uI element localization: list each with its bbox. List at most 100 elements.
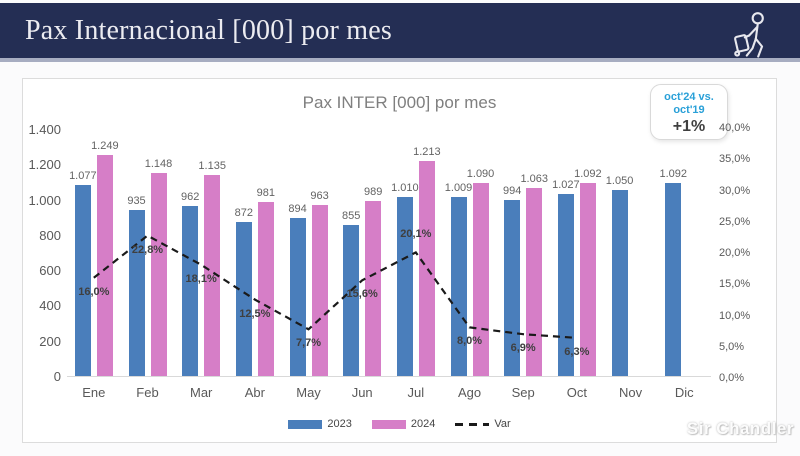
bar-slot: 1.092 (574, 129, 602, 376)
bar-slot: 1.050 (606, 129, 633, 376)
bar-2024-feb (150, 173, 167, 376)
y-axis-left-tick: 1.400 (28, 122, 61, 137)
bar-slot: 935 (127, 129, 146, 376)
var-point-label: 6,3% (564, 345, 590, 358)
y-axis-right-tick: 15,0% (719, 278, 751, 291)
legend-label: 2024 (410, 418, 436, 430)
bar-value-label: 1.050 (605, 175, 634, 187)
bar-slot: 981 (256, 129, 276, 376)
bar-2023-abr (235, 222, 252, 376)
bar-2023-dic (665, 183, 682, 376)
var-point-label: 20,1% (400, 228, 432, 241)
x-axis: Ene Feb Mar Abr May Jun Jul Ago Sep Oct Nov Dic (67, 385, 711, 400)
watermark: Sir Chandler (686, 419, 794, 438)
month-group-mar: 962 1.135 (174, 129, 228, 376)
badge-line2: oct'19 (673, 104, 705, 116)
bar-2024-ene (96, 155, 113, 376)
legend-item-2024: 2024 (371, 418, 436, 430)
y-axis-left-tick: 800 (39, 227, 61, 243)
chart-panel: Pax INTER [000] por mes oct'24 vs. oct'1… (22, 78, 777, 443)
y-axis-left-tick: 600 (39, 263, 61, 279)
bar-value-label: 1.010 (391, 182, 419, 194)
bar-value-label: 872 (234, 207, 254, 219)
y-axis-left-tick: 0 (53, 368, 61, 384)
legend-item-var: Var (455, 418, 511, 430)
x-axis-label: Nov (618, 385, 643, 400)
legend-swatch-icon (288, 419, 323, 429)
legend-item-2023: 2023 (288, 418, 352, 430)
y-axis-right-tick: 0,0% (719, 372, 745, 384)
y-axis-right-tick: 30,0% (719, 184, 751, 197)
bar-2023-ago (450, 197, 467, 376)
y-axis-left-tick: 1.000 (28, 192, 61, 208)
bar-2024-may (311, 205, 328, 376)
bar-slot: 962 (181, 129, 199, 376)
comparison-badge: oct'24 vs. oct'19 +1% (650, 84, 728, 140)
bar-value-label: 1.092 (659, 168, 687, 180)
bar-value-label: 894 (288, 203, 307, 215)
y-axis-right: 40,0% 35,0% 30,0% 25,0% 20,0% 15,0% 10,0% 5,0% 0… (719, 122, 771, 384)
y-axis-right-tick: 25,0% (719, 215, 751, 228)
bar-slot: 989 (364, 129, 382, 376)
bar-value-label: 994 (503, 185, 522, 197)
y-axis-left-tick: 1.200 (28, 157, 61, 173)
badge-value: +1% (672, 118, 706, 135)
bar-2023-mar (182, 206, 199, 376)
y-axis-right-tick: 5,0% (719, 340, 745, 353)
x-axis-label: Ene (82, 385, 106, 400)
month-group-dic: 1.092 (657, 129, 711, 376)
bar-value-label: 1.213 (413, 146, 441, 158)
bar-slot: 1.010 (391, 129, 419, 376)
bar-2024-jul (418, 161, 435, 376)
legend-swatch-icon (371, 419, 406, 429)
bar-2024-abr (257, 202, 274, 376)
var-point-label: 22,8% (131, 243, 164, 256)
page-header: Pax Internacional [000] por mes (0, 3, 800, 62)
bar-value-label: 935 (127, 195, 146, 207)
month-group-abr: 872 981 (228, 129, 282, 376)
bar-value-label: 1.092 (574, 168, 602, 180)
legend: 2023 2024 Var (23, 418, 776, 430)
var-point-label: 6,9% (510, 342, 536, 355)
month-group-ago: 1.009 1.090 (443, 129, 497, 376)
bar-value-label: 1.009 (444, 182, 473, 194)
bar-2023-oct (557, 194, 574, 376)
bar-slot: 1.148 (145, 129, 172, 376)
bar-2023-feb (128, 210, 145, 376)
legend-dash-icon (455, 422, 490, 426)
traveler-icon (730, 10, 774, 65)
legend-label: 2023 (327, 418, 352, 430)
var-point-label: 7,7% (295, 337, 322, 350)
bar-slot: 1.077 (69, 129, 97, 376)
bar-value-label: 1.090 (466, 168, 495, 180)
bar-groups: 1.077 1.249 935 1.148 962 1.135 872 981 894 963 85… (67, 129, 711, 376)
page-title: Pax Internacional [000] por mes (25, 14, 392, 46)
y-axis-left-tick: 400 (39, 298, 61, 314)
month-group-feb: 935 1.148 (121, 129, 175, 376)
bar-slot: 855 (342, 129, 360, 376)
chart-title: Pax INTER [000] por mes (302, 93, 497, 112)
x-axis-label: Dic (674, 385, 694, 400)
bar-slot: 872 (234, 129, 254, 376)
bar-slot: 894 (288, 129, 307, 376)
bar-slot: 1.063 (520, 129, 548, 376)
month-group-oct: 1.027 1.092 (550, 129, 604, 376)
x-axis-label: Sep (511, 385, 535, 400)
var-point-label: 18,1% (185, 272, 217, 285)
x-axis-label: Ago (457, 385, 482, 400)
x-axis-label: May (296, 385, 321, 400)
y-axis-right-tick: 35,0% (719, 153, 751, 166)
bar-2023-jul (396, 197, 413, 376)
bar-slot: 1.092 (659, 129, 687, 376)
bar-slot: 1.249 (91, 129, 119, 376)
bar-slot: 1.135 (198, 129, 226, 376)
month-group-jun: 855 989 (335, 129, 389, 376)
bar-2024-ago (472, 183, 489, 376)
bar-value-label: 1.249 (91, 140, 119, 152)
legend-label: Var (494, 418, 511, 430)
bar-slot: 963 (310, 129, 329, 376)
y-axis-right-tick: 20,0% (719, 247, 751, 259)
bar-slot: 1.009 (445, 129, 472, 376)
x-axis-label: Feb (136, 385, 159, 400)
bar-value-label: 981 (256, 187, 276, 199)
